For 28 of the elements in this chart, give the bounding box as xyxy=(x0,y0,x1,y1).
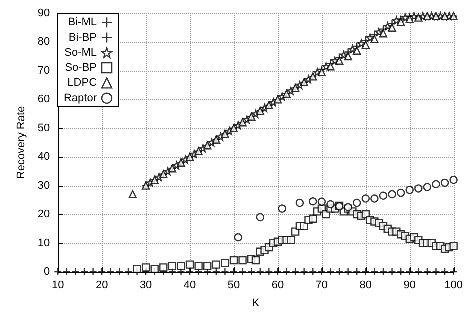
y-tick-label: 20 xyxy=(38,208,50,221)
x-tick-label: 30 xyxy=(140,280,152,292)
x-tick-label: 40 xyxy=(184,280,196,292)
y-tick-label: 30 xyxy=(38,180,50,192)
y-tick-label: 0 xyxy=(44,266,50,278)
legend-label: So-BP xyxy=(65,62,98,74)
x-tick-label: 50 xyxy=(228,280,240,292)
x-tick-label: 80 xyxy=(360,280,372,292)
y-tick-label: 90 xyxy=(38,8,50,20)
y-tick-label: 50 xyxy=(38,122,50,134)
legend-label: So-ML xyxy=(64,46,98,59)
x-tick-label: 70 xyxy=(316,280,328,292)
legend-label: Bi-ML xyxy=(68,16,98,29)
legend-label: Raptor xyxy=(64,92,98,104)
y-tick-label: 80 xyxy=(38,36,50,48)
legend-label: LDPC xyxy=(68,77,98,90)
y-axis-title: Recovery Rate xyxy=(16,106,28,180)
x-tick-label: 90 xyxy=(404,280,416,292)
y-tick-label: 70 xyxy=(38,64,50,77)
legend-label: Bi-BP xyxy=(68,32,98,44)
x-tick-label: 60 xyxy=(272,280,284,292)
x-tick-label: 100 xyxy=(444,280,464,292)
y-tick-label: 40 xyxy=(38,151,50,164)
x-axis-title: K xyxy=(252,298,260,310)
y-tick-label: 60 xyxy=(38,94,50,106)
x-tick-label: 10 xyxy=(52,280,64,292)
y-tick-label: 10 xyxy=(38,237,50,250)
x-tick-label: 20 xyxy=(96,280,108,292)
